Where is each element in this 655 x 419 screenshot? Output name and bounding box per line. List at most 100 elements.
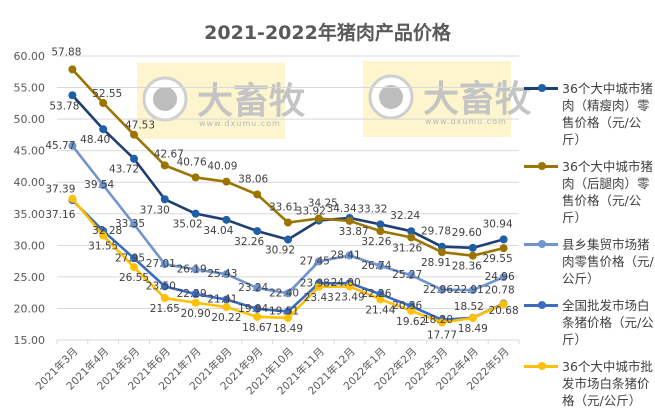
svg-text:www.dxumu.com: www.dxumu.com: [199, 119, 281, 128]
svg-text:31.55: 31.55: [88, 241, 118, 253]
svg-text:43.72: 43.72: [109, 164, 139, 176]
legend-item[interactable]: 36个大中城市批发市场白条猪价格（元/公斤）: [522, 358, 655, 409]
svg-text:32.26: 32.26: [361, 236, 391, 248]
svg-text:32.26: 32.26: [234, 236, 264, 248]
legend-marker-icon: [538, 162, 546, 170]
chart-legend: 36个大中城市猪肉（精瘦肉）零售价格（元/公斤） 36个大中城市猪肉（后腿肉）零…: [522, 80, 655, 419]
legend-marker-icon: [538, 301, 546, 309]
legend-line-icon: [524, 301, 558, 309]
svg-text:33.32: 33.32: [357, 203, 387, 215]
svg-text:45.00: 45.00: [14, 145, 46, 158]
svg-text:23.50: 23.50: [146, 280, 176, 292]
svg-text:48.40: 48.40: [80, 134, 110, 146]
svg-text:30.94: 30.94: [483, 218, 513, 230]
svg-text:21.41: 21.41: [207, 294, 237, 306]
legend-line-icon: [524, 240, 558, 248]
svg-text:39.54: 39.54: [84, 179, 114, 191]
svg-text:30.00: 30.00: [14, 239, 46, 252]
svg-text:22.40: 22.40: [269, 287, 299, 299]
svg-text:20.68: 20.68: [489, 305, 519, 317]
svg-text:38.06: 38.06: [238, 173, 268, 185]
legend-item[interactable]: 全国批发市场白条猪价格（元/公斤）: [522, 297, 655, 348]
x-axis: 2021年3月2021年4月2021年5月2021年6月2021年7月2021年…: [33, 339, 520, 397]
svg-text:52.55: 52.55: [92, 88, 122, 100]
svg-text:45.77: 45.77: [45, 140, 75, 152]
svg-text:55.00: 55.00: [14, 82, 46, 95]
svg-text:22.91: 22.91: [454, 284, 484, 296]
svg-text:21.44: 21.44: [365, 304, 395, 316]
svg-text:18.52: 18.52: [454, 301, 484, 313]
svg-text:19.62: 19.62: [396, 316, 426, 328]
legend-label: 全国批发市场白条猪价格（元/公斤）: [562, 298, 654, 347]
svg-text:20.00: 20.00: [14, 302, 46, 315]
svg-text:23.49: 23.49: [335, 291, 365, 303]
svg-text:33.61: 33.61: [269, 202, 299, 214]
svg-text:18.49: 18.49: [273, 323, 303, 335]
svg-text:33.92: 33.92: [296, 206, 326, 218]
svg-text:34.25: 34.25: [308, 198, 338, 210]
svg-text:37.39: 37.39: [45, 184, 75, 196]
legend-line-icon: [524, 362, 558, 370]
legend-label: 36个大中城市批发市场白条猪价格（元/公斤）: [562, 359, 653, 408]
svg-text:17.77: 17.77: [427, 330, 457, 342]
svg-text:28.91: 28.91: [421, 257, 451, 269]
legend-line-icon: [524, 84, 558, 92]
svg-text:33.87: 33.87: [339, 226, 369, 238]
svg-text:28.36: 28.36: [452, 261, 482, 273]
legend-marker-icon: [538, 240, 546, 248]
svg-text:20.90: 20.90: [181, 308, 211, 320]
svg-text:大畜牧: 大畜牧: [423, 79, 532, 120]
svg-text:26.74: 26.74: [361, 260, 391, 272]
svg-text:33.35: 33.35: [115, 218, 145, 230]
svg-text:15.00: 15.00: [14, 334, 46, 347]
data-labels: 53.7848.4043.7237.3035.0234.0432.2630.92…: [45, 46, 518, 341]
svg-text:53.78: 53.78: [49, 100, 79, 112]
svg-text:37.30: 37.30: [140, 204, 170, 216]
svg-text:30.92: 30.92: [265, 245, 295, 257]
svg-text:26.55: 26.55: [119, 272, 149, 284]
svg-text:19.51: 19.51: [269, 306, 299, 318]
svg-text:20.22: 20.22: [211, 312, 241, 324]
svg-text:37.16: 37.16: [45, 209, 75, 221]
svg-text:31.26: 31.26: [392, 242, 422, 254]
svg-text:27.45: 27.45: [300, 255, 330, 267]
svg-text:19.94: 19.94: [238, 303, 268, 315]
svg-text:28.41: 28.41: [331, 249, 361, 261]
legend-item[interactable]: 36个大中城市猪肉（后腿肉）零售价格（元/公斤）: [522, 158, 655, 226]
svg-text:27.95: 27.95: [115, 252, 145, 264]
svg-text:23.43: 23.43: [304, 292, 334, 304]
svg-text:23.24: 23.24: [238, 282, 268, 294]
svg-text:20.36: 20.36: [392, 300, 422, 312]
svg-text:29.78: 29.78: [421, 226, 451, 238]
svg-text:22.26: 22.26: [361, 288, 391, 300]
svg-text:18.67: 18.67: [242, 322, 272, 334]
svg-text:27.01: 27.01: [146, 258, 176, 270]
svg-text:35.00: 35.00: [14, 208, 46, 221]
legend-label: 36个大中城市猪肉（后腿肉）零售价格（元/公斤）: [562, 159, 653, 225]
svg-text:25.43: 25.43: [207, 268, 237, 280]
svg-text:34.04: 34.04: [203, 225, 233, 237]
series-lines: [68, 65, 508, 327]
svg-text:23.98: 23.98: [300, 277, 330, 289]
svg-text:25.27: 25.27: [392, 269, 422, 281]
svg-text:25.00: 25.00: [14, 271, 46, 284]
svg-text:21.65: 21.65: [150, 303, 180, 315]
svg-text:18.49: 18.49: [458, 323, 488, 335]
legend-item[interactable]: 36个大中城市猪肉（精瘦肉）零售价格（元/公斤）: [522, 80, 655, 148]
legend-item[interactable]: 县乡集贸市场猪肉零售价格（元/公斤）: [522, 236, 655, 287]
svg-text:32.28: 32.28: [92, 225, 122, 237]
svg-text:42.67: 42.67: [154, 148, 184, 160]
svg-text:24.96: 24.96: [485, 271, 515, 283]
legend-line-icon: [524, 162, 558, 170]
svg-text:18.20: 18.20: [423, 314, 453, 326]
svg-text:40.09: 40.09: [207, 161, 237, 173]
svg-text:29.55: 29.55: [483, 253, 513, 265]
legend-marker-icon: [538, 362, 546, 370]
svg-text:60.00: 60.00: [14, 50, 46, 63]
svg-text:26.19: 26.19: [177, 263, 207, 275]
svg-text:22.29: 22.29: [177, 288, 207, 300]
svg-text:32.24: 32.24: [390, 210, 420, 222]
svg-text:40.76: 40.76: [177, 156, 207, 168]
